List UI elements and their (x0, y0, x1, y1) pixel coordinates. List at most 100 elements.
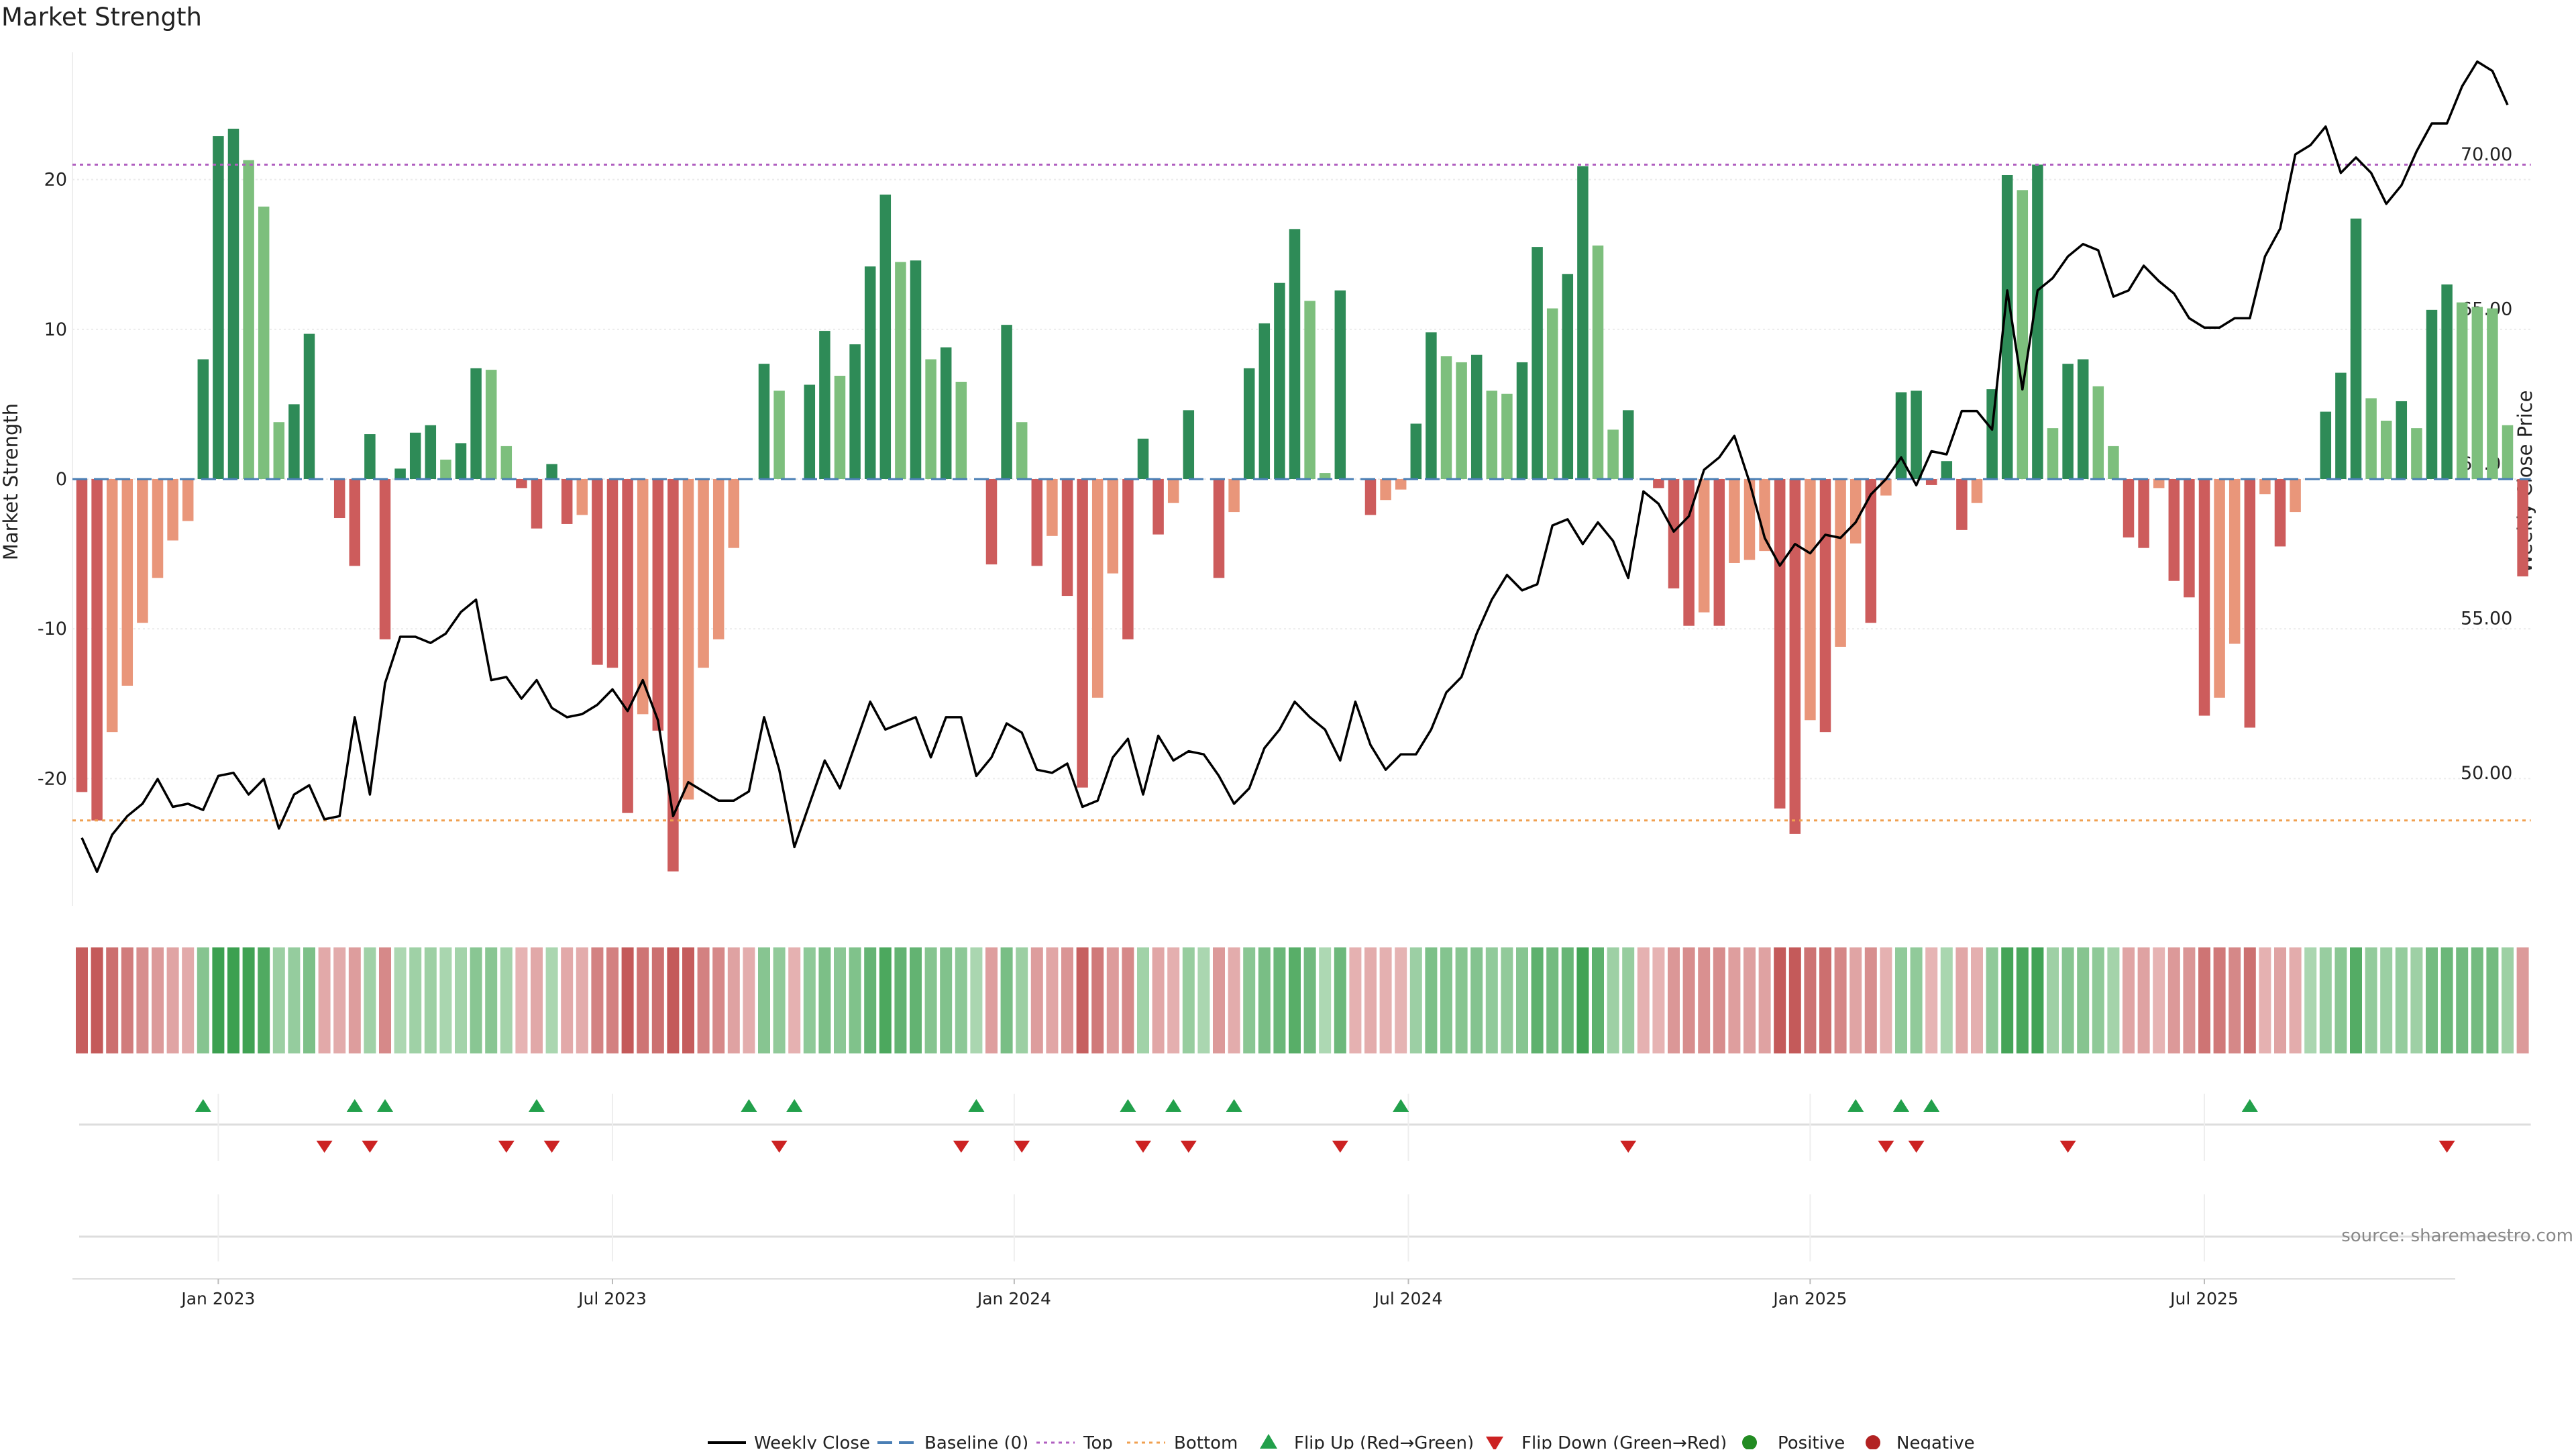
heat-cell (1000, 947, 1013, 1053)
strength-bar (1729, 479, 1740, 563)
heat-cell (2516, 947, 2529, 1053)
strength-bar (1091, 479, 1104, 698)
x-tick-label: Jan 2024 (976, 1289, 1051, 1308)
strength-bar (213, 136, 224, 479)
strength-bar (2184, 479, 2195, 598)
strength-bar (1486, 391, 1498, 479)
heat-cell (1607, 947, 1619, 1053)
flip-up-marker (529, 1099, 545, 1112)
heat-cell (1470, 947, 1483, 1053)
x-tick-labels: Jan 2023 Jul 2023 Jan 2024 Jul 2024 Jan 2025… (180, 1279, 2239, 1308)
strength-bar (531, 479, 543, 529)
strength-bar (910, 260, 922, 479)
flip-down-marker (1014, 1141, 1030, 1153)
strength-bar (2350, 218, 2362, 479)
heat-cell (2047, 947, 2059, 1053)
strength-bar (1516, 362, 1528, 479)
legend-item-flip-down: Flip Down (Green→Red) (1486, 1433, 1727, 1452)
heat-cell (2183, 947, 2196, 1053)
heat-cell (1713, 947, 1725, 1053)
strength-bar (1304, 301, 1316, 479)
strength-bar (1016, 422, 1028, 479)
strength-bar (409, 432, 421, 479)
heat-cell (2274, 947, 2286, 1053)
legend-label-positive: Positive (1778, 1433, 1845, 1449)
left-tick-label: 10 (44, 319, 67, 340)
heat-cell (364, 947, 376, 1053)
strength-bar (834, 376, 846, 479)
heat-cell (1213, 947, 1225, 1053)
x-tick-label: Jul 2023 (577, 1289, 647, 1308)
heat-cell (1122, 947, 1134, 1053)
strength-bar (1713, 479, 1725, 626)
strength-bar (2411, 428, 2422, 479)
heat-cell (303, 947, 315, 1053)
flip-down-marker (1332, 1141, 1348, 1153)
heat-cell (834, 947, 846, 1053)
heat-cell (743, 947, 755, 1053)
heat-cell (1137, 947, 1149, 1053)
strength-bar (1228, 479, 1240, 513)
heat-cell (1622, 947, 1635, 1053)
heat-cell (1986, 947, 1998, 1053)
heat-cell (515, 947, 528, 1053)
legend-label-bottom: Bottom (1174, 1433, 1238, 1449)
heat-cell (2440, 947, 2453, 1053)
heat-cell (894, 947, 907, 1053)
strength-bar (333, 479, 345, 519)
heat-cell (76, 947, 88, 1053)
strength-bar (1743, 479, 1756, 560)
heat-cell (1289, 947, 1301, 1053)
heat-cell (2319, 947, 2332, 1053)
strength-bar (2365, 398, 2377, 479)
strength-bar (819, 331, 830, 479)
heat-cell (1440, 947, 1452, 1053)
strength-bar (1213, 479, 1225, 578)
heat-cell (227, 947, 239, 1053)
strength-bar (2380, 420, 2392, 479)
heat-cell (1728, 947, 1741, 1053)
heat-cell (1501, 947, 1513, 1053)
flip-up-marker (377, 1099, 393, 1112)
strength-bar (1607, 429, 1619, 479)
heat-cell (348, 947, 361, 1053)
strength-bar (606, 479, 619, 668)
heat-cell (2334, 947, 2347, 1053)
flip-down-marker (1180, 1141, 1197, 1153)
x-tick-label: Jan 2023 (180, 1289, 255, 1308)
heat-cell (1197, 947, 1210, 1053)
heat-cell (2153, 947, 2165, 1053)
flip-up-marker (968, 1099, 985, 1112)
strength-bar (652, 479, 664, 731)
heat-cell (1698, 947, 1711, 1053)
strength-bar (1789, 479, 1801, 834)
heat-cell (152, 947, 164, 1053)
x-tick-label: Jul 2025 (2169, 1289, 2239, 1308)
legend-label-weekly-close: Weekly Close (754, 1433, 870, 1449)
strength-bar (1122, 479, 1134, 639)
strength-bar (1941, 461, 1953, 479)
heat-cell (424, 947, 437, 1053)
heat-cell (409, 947, 422, 1053)
heat-cell (1243, 947, 1256, 1053)
heat-cell (1546, 947, 1559, 1053)
heat-cell (2426, 947, 2438, 1053)
heat-cell (531, 947, 543, 1053)
strength-bar (1137, 438, 1149, 479)
strength-bar (2502, 425, 2514, 479)
heat-cell (2304, 947, 2317, 1053)
flip-down-marker (2059, 1141, 2076, 1153)
strength-bar (1971, 479, 1983, 503)
heat-cell (1076, 947, 1089, 1053)
heat-cell (2289, 947, 2302, 1053)
flip-down-marker (2438, 1141, 2455, 1153)
heat-cell (1409, 947, 1422, 1053)
heat-cell (333, 947, 346, 1053)
heat-cell (91, 947, 103, 1053)
heat-cell (2198, 947, 2210, 1053)
negative-dot-icon (1866, 1435, 1880, 1450)
heat-cell (318, 947, 331, 1053)
heat-cell (121, 947, 133, 1053)
heat-cell (2137, 947, 2150, 1053)
heat-cell (2092, 947, 2104, 1053)
